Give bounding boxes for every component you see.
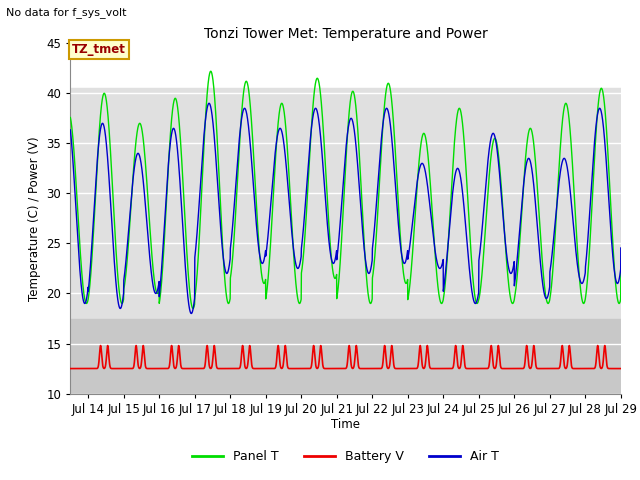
Text: No data for f_sys_volt: No data for f_sys_volt <box>6 7 127 18</box>
Title: Tonzi Tower Met: Temperature and Power: Tonzi Tower Met: Temperature and Power <box>204 27 488 41</box>
Bar <box>70 88 621 319</box>
Legend: Panel T, Battery V, Air T: Panel T, Battery V, Air T <box>187 445 504 468</box>
Bar <box>70 319 621 394</box>
Text: TZ_tmet: TZ_tmet <box>72 43 126 56</box>
X-axis label: Time: Time <box>331 419 360 432</box>
Y-axis label: Temperature (C) / Power (V): Temperature (C) / Power (V) <box>28 136 41 300</box>
